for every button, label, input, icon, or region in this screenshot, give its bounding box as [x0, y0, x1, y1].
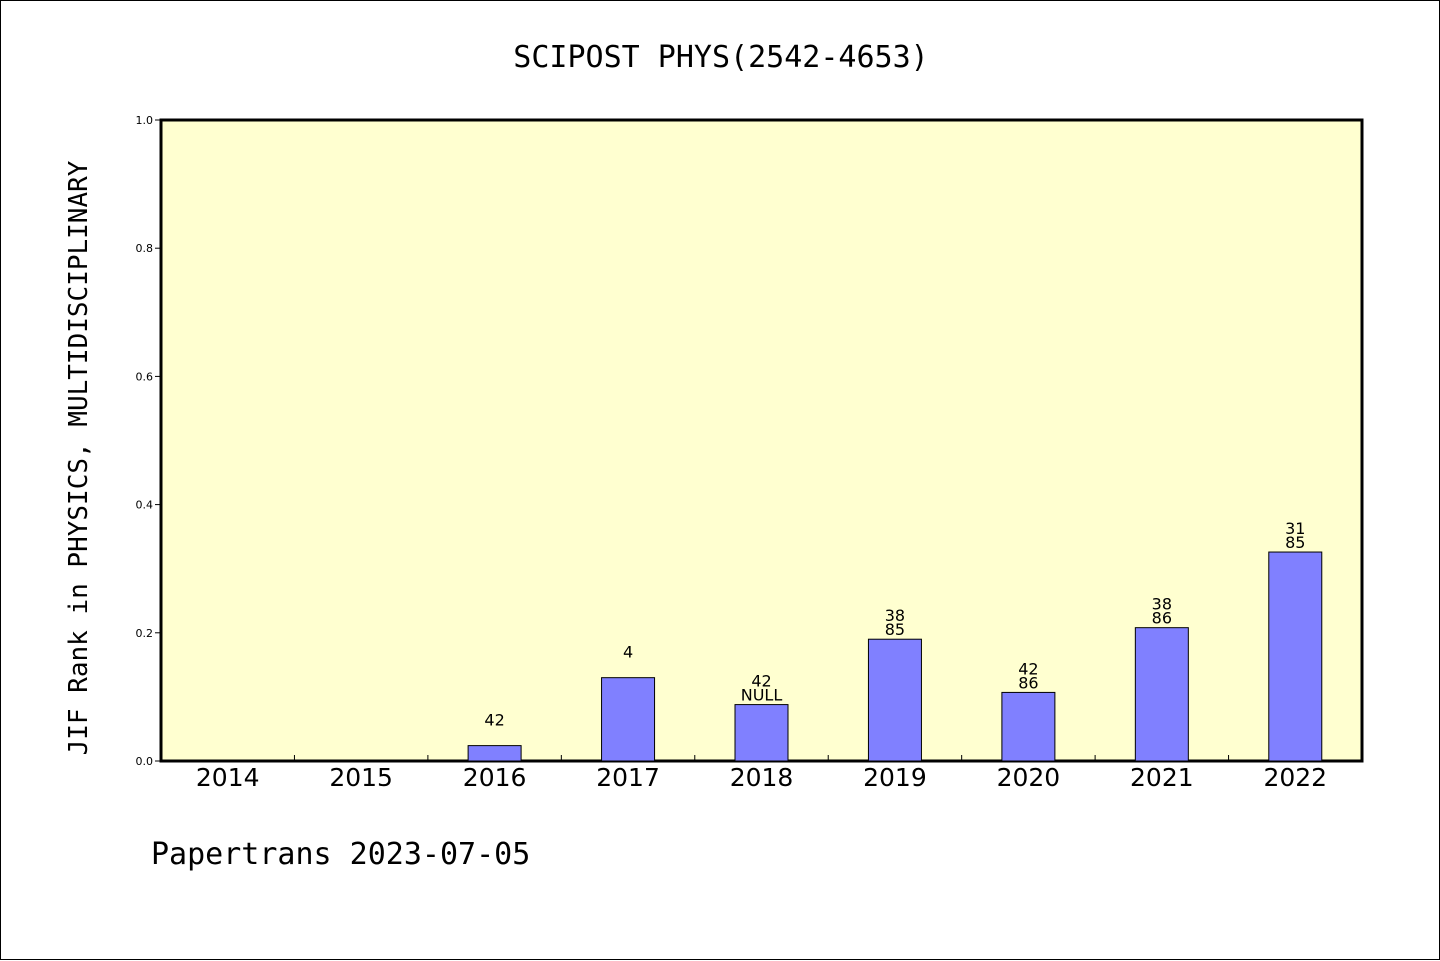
bar — [1268, 551, 1323, 762]
bar — [867, 638, 922, 762]
bar-data-label: 42 — [484, 711, 504, 730]
x-tick-label: 2017 — [596, 763, 660, 792]
bar-data-label: 85 — [885, 620, 905, 639]
x-tick-label: 2019 — [863, 763, 927, 792]
y-tick-label: 0.6 — [136, 370, 154, 383]
footer-credit: Papertrans 2023-07-05 — [151, 837, 530, 872]
bar-data-label: 31 — [1285, 519, 1305, 538]
x-tick-label: 2016 — [463, 763, 527, 792]
x-axis: 2014 2015 2016 2017 2018 2019 2020 2021 2022 — [196, 755, 1327, 792]
bar-data-label: NULL — [741, 686, 783, 705]
x-tick-label: 2018 — [730, 763, 794, 792]
x-tick-label: 2022 — [1263, 763, 1327, 792]
bar-data-label: 42 — [751, 672, 771, 691]
bar-data-label: 86 — [1018, 673, 1038, 692]
bar — [601, 677, 656, 762]
bar-data-label: 38 — [1152, 595, 1172, 614]
bar-data-label: 42 — [1018, 659, 1038, 678]
bar-data-label: 38 — [885, 606, 905, 625]
bar-data-label: 4 — [623, 643, 633, 662]
bar — [1134, 627, 1189, 762]
y-tick-label: 0.2 — [136, 627, 154, 640]
x-tick-label: 2021 — [1130, 763, 1194, 792]
y-tick-label: 0.0 — [136, 755, 154, 768]
bar-data-label: 86 — [1152, 609, 1172, 628]
x-tick-label: 2014 — [196, 763, 260, 792]
chart-title: SCIPOST PHYS(2542-4653) — [513, 40, 928, 75]
y-tick-label: 0.8 — [136, 242, 154, 255]
bar — [1001, 691, 1056, 762]
bar — [734, 704, 789, 762]
y-tick-label: 1.0 — [136, 114, 154, 127]
y-axis-label: JIF Rank in PHYSICS, MULTIDISCIPLINARY — [64, 160, 94, 755]
bar-series — [467, 551, 1323, 762]
y-tick-label: 0.4 — [136, 499, 154, 512]
bar — [467, 745, 522, 762]
x-tick-label: 2015 — [329, 763, 393, 792]
bar-data-label: 85 — [1285, 533, 1305, 552]
y-axis: 0.0 0.2 0.4 0.6 0.8 1.0 — [136, 114, 161, 768]
x-tick-label: 2020 — [997, 763, 1061, 792]
